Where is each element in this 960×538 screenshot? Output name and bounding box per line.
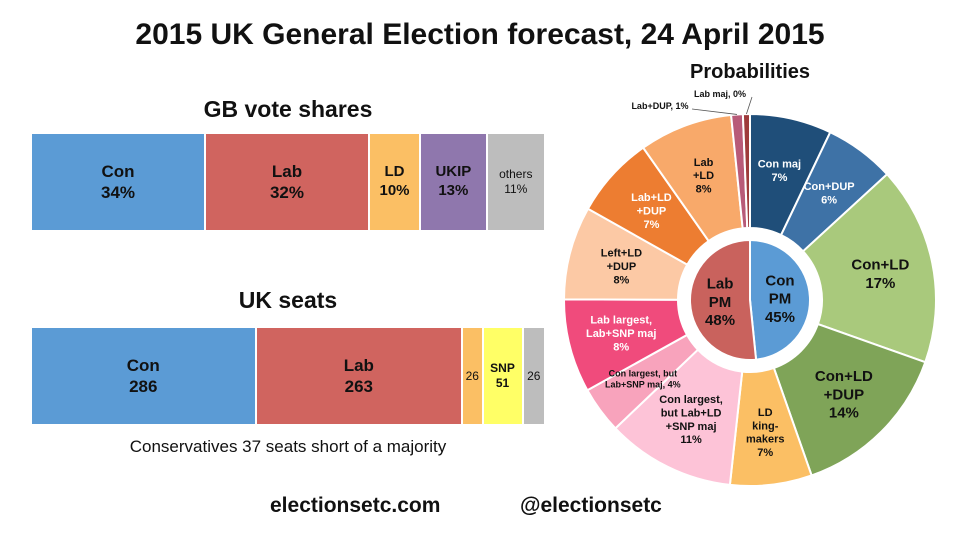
vote-segment-ld: LD 10%: [369, 134, 422, 230]
vote-segment-con-name: Con: [101, 161, 135, 181]
pie-label-lab-dup: Lab+DUP, 1%: [631, 101, 688, 111]
vote-shares-bar: Con 34% Lab 32% LD 10% UKIP 13% others 11%: [32, 134, 544, 230]
pie-label-con-ld: Con+LD 17%: [851, 257, 909, 292]
seat-segment-ld: 26: [463, 328, 484, 424]
vote-segment-lab: Lab 32%: [206, 134, 370, 230]
seat-segment-snp-value: 51: [495, 376, 510, 390]
pie-label-con-maj: Con maj 7%: [758, 158, 801, 183]
pie-inner-label-lab-pm: Lab PM 48%: [705, 275, 735, 329]
seats-title: UK seats: [238, 287, 338, 313]
vote-shares-title: GB vote shares: [203, 96, 373, 122]
seat-segment-snp-name: SNP: [490, 361, 515, 375]
pie-label-con-ld-dup: Con+LD +DUP 14%: [815, 368, 873, 422]
vote-segment-ukip: UKIP 13%: [421, 134, 488, 230]
vote-segment-others-value: 11%: [504, 182, 528, 196]
pie-label-lab-ld: Lab +LD 8%: [693, 157, 714, 196]
pie-inner-label-con-pm: Con PM 45%: [765, 272, 795, 326]
seat-segment-lab-name: Lab: [343, 355, 374, 375]
pie-slice-con-ld-dup: [772, 322, 927, 477]
chart-title: 2015 UK General Election forecast, 24 Ap…: [135, 18, 825, 51]
seat-segment-lab: Lab 263: [256, 328, 464, 424]
vote-segment-ld-name: LD: [384, 163, 405, 181]
pie-label-lab-largest-lab-snp-maj: Lab largest, Lab+SNP maj 8%: [586, 315, 656, 354]
pie-label-lab-maj: Lab maj, 0%: [694, 89, 746, 99]
pie-label-ld-king-makers: LD king-makers 7%: [746, 407, 785, 459]
vote-segment-ukip-name: UKIP: [435, 163, 472, 181]
seat-segment-others-value: 26: [527, 368, 541, 383]
probabilities-title: Probabilities: [689, 61, 811, 83]
pie-slice-con-ld: [801, 172, 937, 364]
vote-segment-lab-name: Lab: [271, 161, 303, 181]
vote-segment-lab-value: 32%: [269, 183, 304, 202]
pie-leader-lab-maj: [746, 96, 753, 115]
vote-segment-ld-value: 10%: [379, 182, 410, 199]
vote-segment-con: Con 34%: [32, 134, 207, 230]
footer-site[interactable]: electionsetc.com: [270, 494, 441, 517]
seat-segment-con-value: 286: [129, 377, 158, 396]
seat-segment-others: 26: [523, 328, 544, 424]
pie-label-con-dup: Con+DUP 6%: [804, 181, 855, 206]
pie-leader-lab-dup: [691, 108, 738, 115]
footer-handle[interactable]: @electionsetc: [520, 494, 662, 517]
vote-segment-con-value: 34%: [101, 183, 136, 202]
pie-slice-lab-maj: [741, 112, 751, 230]
pie-label-left-ld-dup: Left+LD +DUP 8%: [601, 247, 642, 286]
pie-label-con-largest-but-lab-snp-maj: Con largest, but Lab+SNP maj, 4%: [605, 368, 681, 389]
vote-segment-ukip-value: 13%: [438, 182, 469, 199]
vote-segment-others-name: others: [499, 167, 533, 181]
vote-segment-others: others 11%: [487, 134, 544, 230]
seat-segment-ld-value: 26: [465, 368, 479, 383]
pie-inner-lab-pm: [688, 238, 758, 361]
probabilities-pie-chart: Con PM 45% Lab PM 48% Con maj 7%Con+DUP 6% Con+LD…: [562, 89, 937, 487]
pie-inner-con-pm: [749, 238, 811, 361]
seat-segment-con-name: Con: [126, 355, 160, 375]
seat-segment-snp: SNP 51: [483, 328, 524, 424]
pie-label-lab-ld-dup: Lab+LD +DUP 7%: [631, 192, 672, 231]
pie-label-con-largest-but-lab-ld-snp-maj: Con largest, but Lab+LD +SNP maj 11%: [659, 394, 723, 446]
seats-bar: Con 286 Lab 263 26 SNP 51 26: [32, 328, 544, 424]
seats-note: Conservatives 37 seats short of a majori…: [129, 437, 447, 456]
seat-segment-con: Con 286: [32, 328, 257, 424]
seat-segment-lab-value: 263: [344, 377, 374, 396]
